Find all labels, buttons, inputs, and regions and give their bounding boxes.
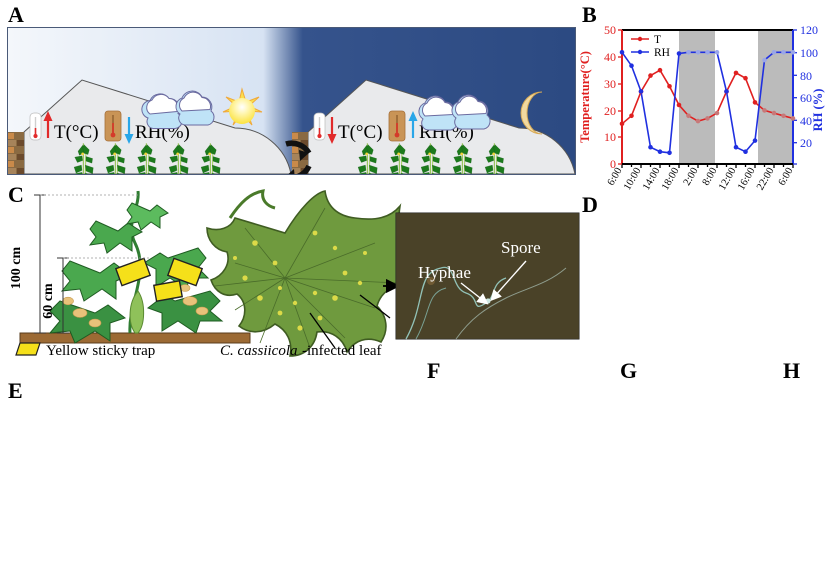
svg-text:Temperature(°C): Temperature(°C) — [578, 51, 592, 143]
svg-text:18:00: 18:00 — [660, 166, 681, 192]
svg-text:10:00: 10:00 — [622, 166, 643, 192]
svg-text:Hyphae: Hyphae — [418, 263, 471, 282]
svg-text:14:00: 14:00 — [641, 166, 662, 192]
svg-text:12:00: 12:00 — [717, 166, 738, 192]
svg-text:2:00: 2:00 — [682, 166, 701, 188]
svg-text:20: 20 — [800, 136, 812, 150]
svg-text:16:00: 16:00 — [736, 166, 757, 192]
svg-text:0: 0 — [610, 157, 616, 171]
svg-text:60 cm: 60 cm — [41, 283, 56, 319]
svg-text:8:00: 8:00 — [701, 166, 720, 188]
svg-text:22:00: 22:00 — [755, 166, 776, 192]
svg-text:Yellow sticky trap: Yellow sticky trap — [46, 343, 155, 359]
svg-text:10: 10 — [604, 130, 616, 144]
svg-text:RH (%): RH (%) — [811, 89, 825, 132]
svg-text:30: 30 — [604, 77, 616, 91]
svg-text:T(°C): T(°C) — [54, 122, 99, 143]
svg-text:C. cassiicola: C. cassiicola — [220, 343, 298, 359]
svg-text:100: 100 — [800, 46, 818, 60]
svg-text:T: T — [654, 34, 661, 46]
svg-text:T(°C): T(°C) — [338, 122, 383, 143]
svg-text:20: 20 — [604, 104, 616, 118]
svg-text:100 cm: 100 cm — [9, 246, 24, 289]
svg-text:-infected leaf: -infected leaf — [302, 343, 382, 359]
svg-text:RH: RH — [654, 47, 670, 59]
svg-text:6:00: 6:00 — [777, 166, 796, 188]
svg-text:80: 80 — [800, 69, 812, 83]
svg-text:50: 50 — [604, 23, 616, 37]
svg-text:40: 40 — [604, 50, 616, 64]
svg-text:120: 120 — [800, 23, 818, 37]
svg-text:Spore: Spore — [501, 238, 541, 257]
